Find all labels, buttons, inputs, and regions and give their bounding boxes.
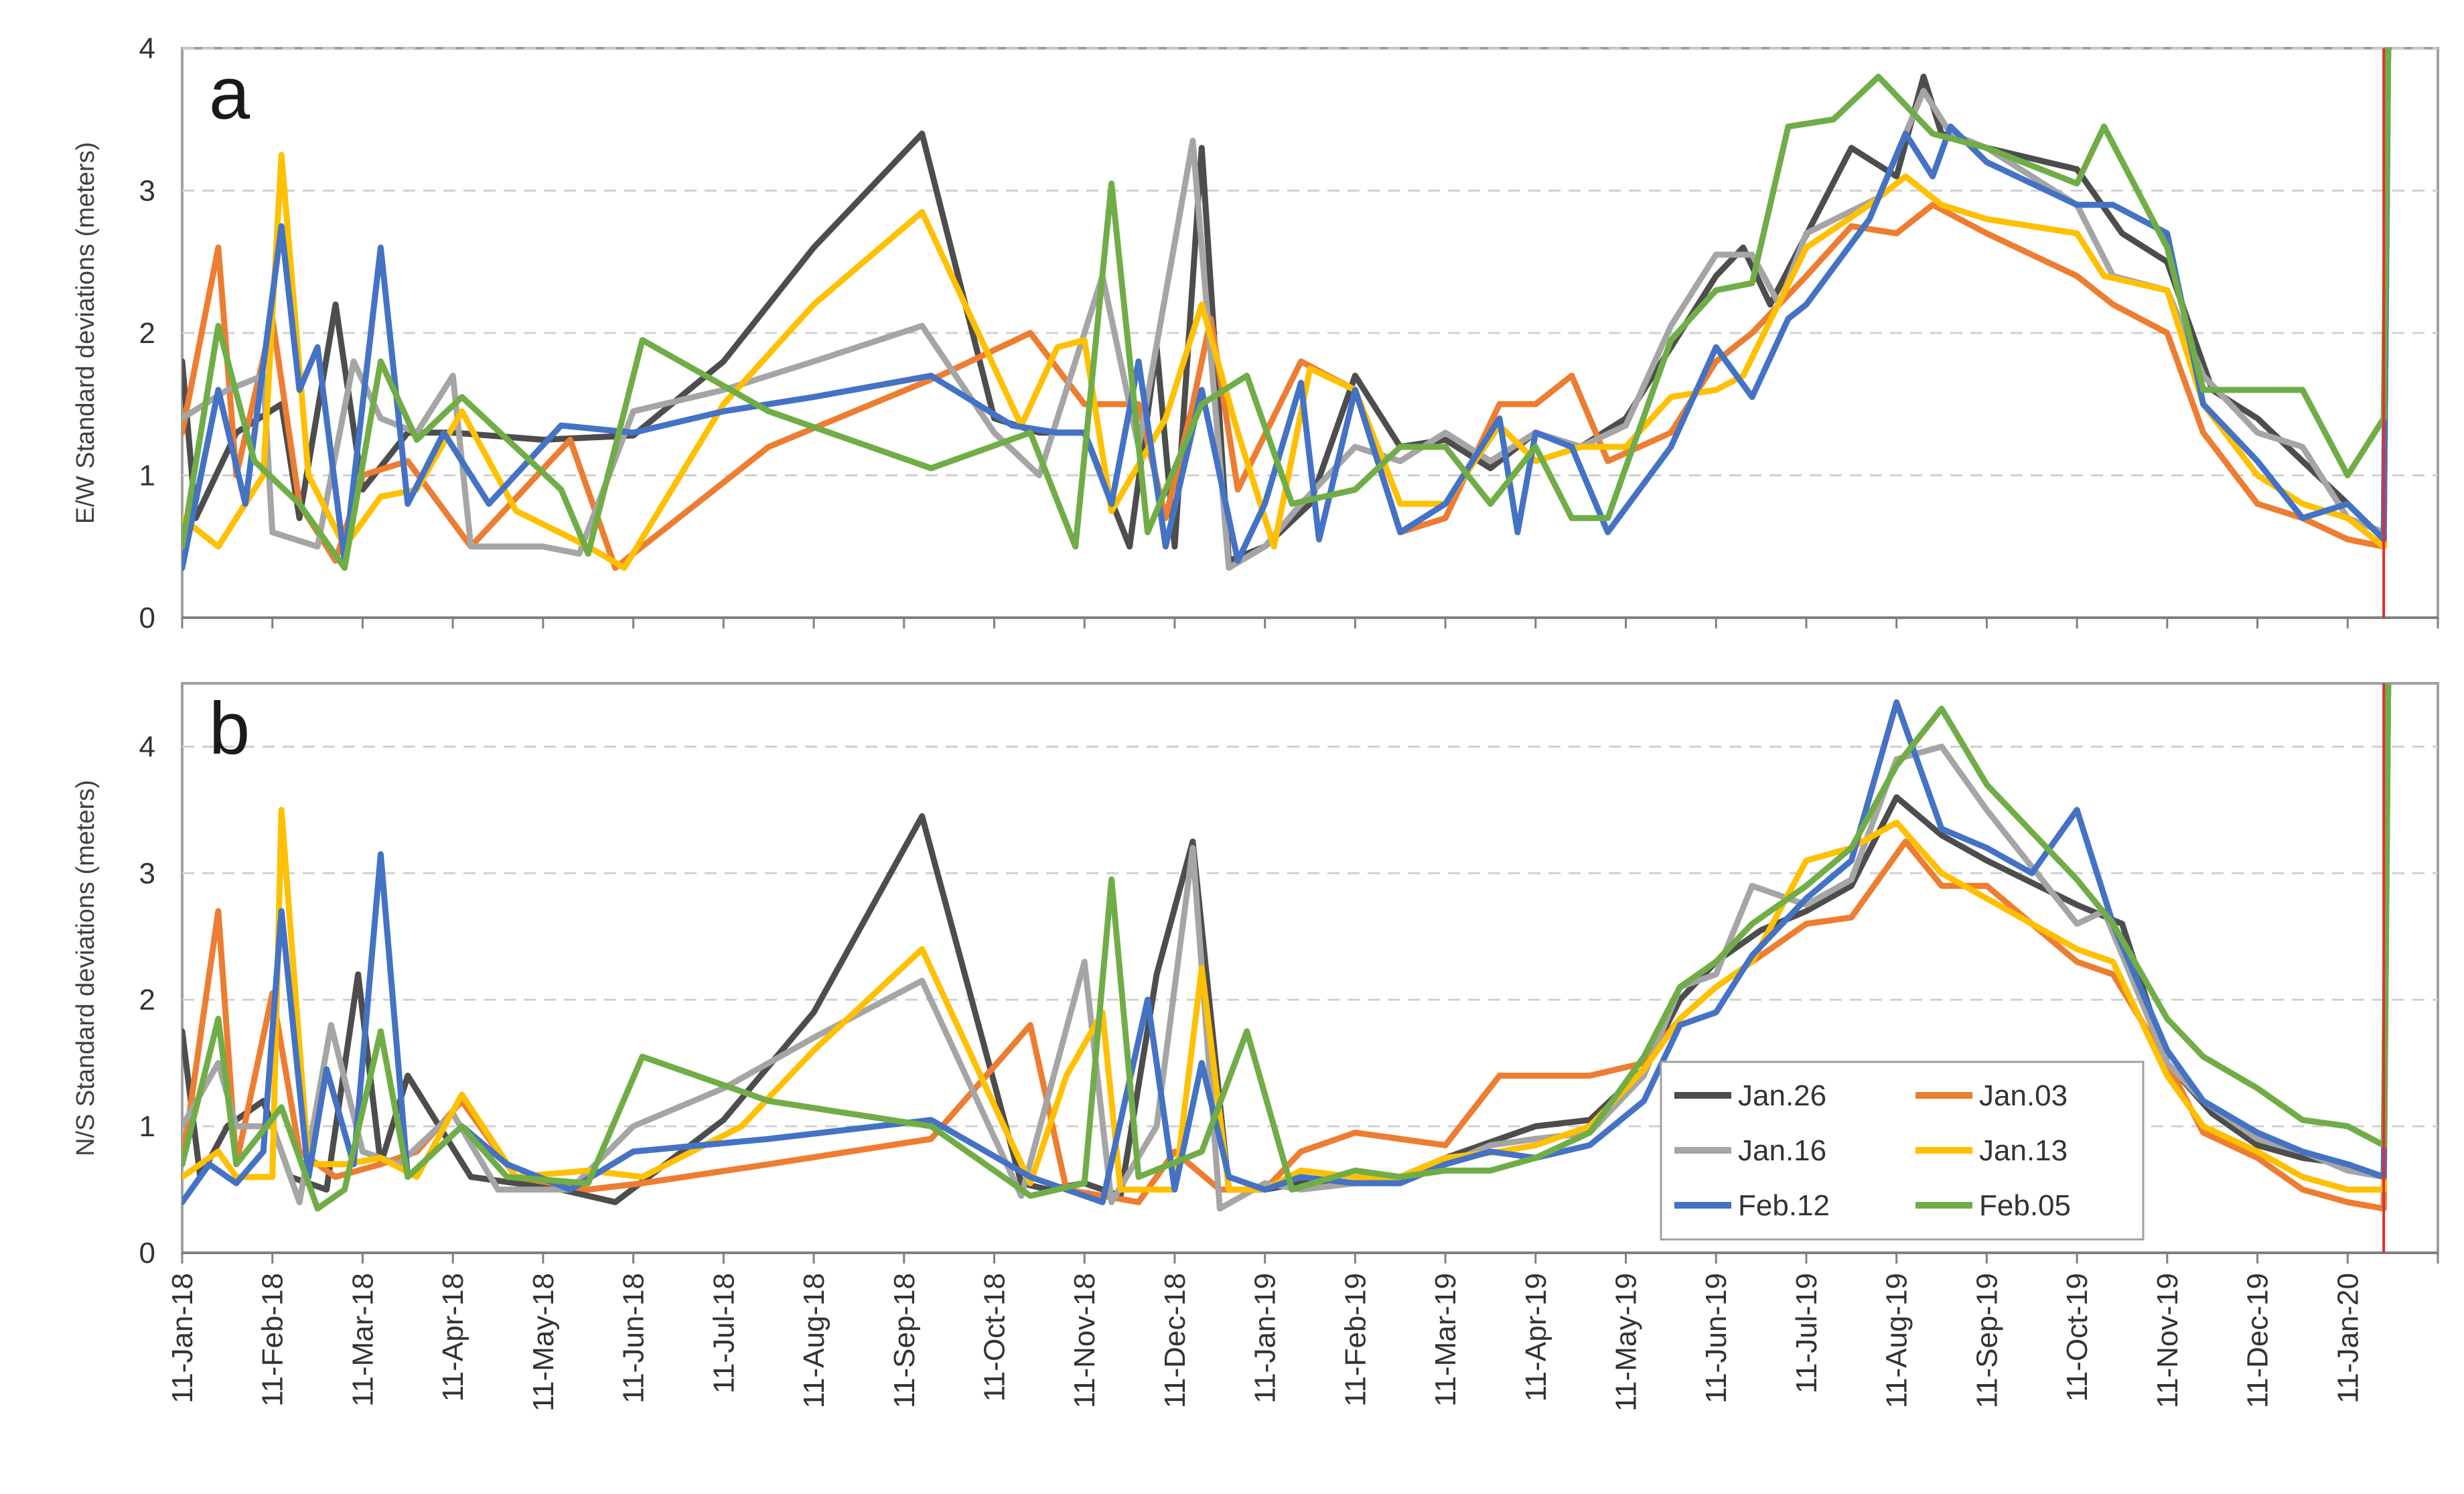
legend-label: Jan.13 bbox=[1979, 1134, 2068, 1167]
y-tick-label: 1 bbox=[139, 1110, 155, 1143]
legend-box bbox=[1660, 1061, 2145, 1241]
panel-letter: b bbox=[209, 687, 250, 770]
y-axis-title: E/W Standard deviations (meters) bbox=[72, 142, 100, 524]
x-tick-label: 11-Apr-19 bbox=[1520, 1273, 1552, 1402]
y-tick-label: 3 bbox=[139, 857, 155, 890]
x-tick-label: 11-Dec-18 bbox=[1159, 1273, 1191, 1408]
series-line-feb-12 bbox=[182, 683, 2392, 1205]
legend-label: Feb.05 bbox=[1979, 1189, 2071, 1222]
y-tick-label: 2 bbox=[139, 317, 155, 350]
y-tick-label: 4 bbox=[139, 730, 155, 763]
y-tick-label: 1 bbox=[139, 460, 155, 492]
x-tick-label: 11-Jan-18 bbox=[166, 1273, 199, 1404]
y-tick-label: 2 bbox=[139, 983, 155, 1016]
y-tick-label: 3 bbox=[139, 175, 155, 208]
series-line-feb-05 bbox=[182, 683, 2392, 1212]
x-tick-label: 11-Sep-19 bbox=[1970, 1273, 2003, 1408]
x-tick-label: 11-May-19 bbox=[1610, 1273, 1643, 1412]
x-tick-label: 11-Aug-19 bbox=[1881, 1273, 1913, 1408]
x-tick-label: 11-Sep-18 bbox=[888, 1273, 921, 1408]
x-tick-label: 11-Jun-18 bbox=[618, 1273, 650, 1404]
x-tick-label: 11-Apr-18 bbox=[437, 1273, 469, 1402]
panel-letter: a bbox=[209, 52, 250, 135]
series-line-feb-12 bbox=[182, 48, 2392, 571]
x-tick-label: 11-Jan-20 bbox=[2331, 1273, 2364, 1404]
x-tick-label: 11-Jul-18 bbox=[707, 1273, 740, 1394]
series-line-jan-13 bbox=[182, 48, 2392, 571]
x-tick-label: 11-Jan-19 bbox=[1249, 1273, 1282, 1404]
x-tick-label: 11-Jun-19 bbox=[1700, 1273, 1733, 1404]
y-tick-label: 0 bbox=[139, 1237, 155, 1270]
series-line-feb-05 bbox=[182, 48, 2392, 571]
panel-a: 0 1 2 3 4 E/W Standard deviations (meters) a bbox=[72, 32, 2439, 634]
x-tick-label: 11-Jul-19 bbox=[1790, 1273, 1823, 1394]
x-tick-label: 11-Aug-18 bbox=[798, 1273, 830, 1408]
x-tick-label: 11-Nov-19 bbox=[2151, 1273, 2184, 1408]
x-tick-label: 11-Oct-19 bbox=[2061, 1273, 2094, 1402]
legend-label: Jan.26 bbox=[1738, 1079, 1826, 1112]
x-tick-label: 11-Nov-18 bbox=[1068, 1273, 1101, 1408]
x-axis: 11-Jan-18 11-Feb-18 11-Mar-18 11-Apr-18 11-M… bbox=[166, 1273, 2364, 1412]
legend: Jan.26 Jan.03 Jan.16 Jan.13 Feb.12 Feb.05 bbox=[1660, 1061, 2145, 1241]
x-tick-label: 11-Mar-19 bbox=[1429, 1273, 1462, 1407]
x-tick-label: 11-Feb-18 bbox=[257, 1273, 289, 1407]
x-tick-label: 11-May-18 bbox=[527, 1273, 560, 1412]
y-tick-label: 0 bbox=[139, 602, 155, 634]
series-line-jan-13 bbox=[182, 683, 2392, 1193]
x-tick-label: 11-Feb-19 bbox=[1339, 1273, 1372, 1407]
y-tick-label: 4 bbox=[139, 32, 155, 65]
series-group bbox=[182, 683, 2392, 1212]
x-tick-label: 11-Mar-18 bbox=[346, 1273, 379, 1407]
series-group bbox=[182, 48, 2392, 571]
legend-label: Jan.16 bbox=[1738, 1134, 1826, 1167]
x-tick-label: 11-Dec-19 bbox=[2242, 1273, 2274, 1408]
y-axis-title: N/S Standard deviations (meters) bbox=[72, 780, 100, 1156]
legend-label: Feb.12 bbox=[1738, 1189, 1830, 1222]
x-tick-label: 11-Oct-18 bbox=[978, 1273, 1011, 1402]
legend-label: Jan.03 bbox=[1979, 1079, 2068, 1112]
